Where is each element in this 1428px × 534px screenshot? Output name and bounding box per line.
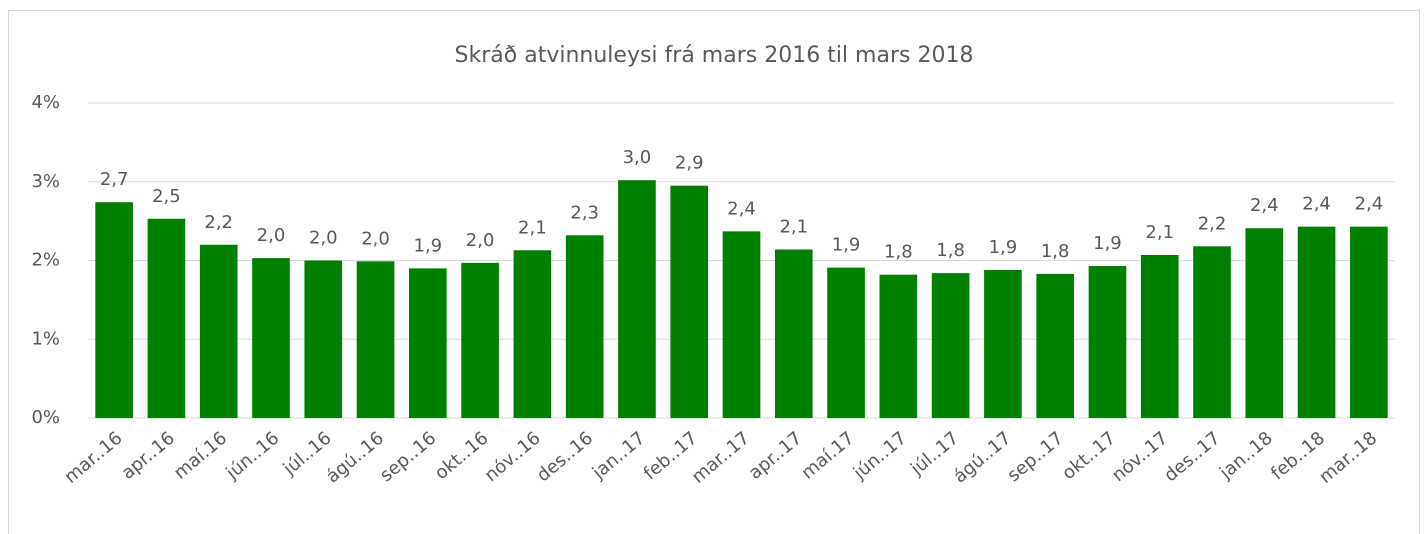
value-label: 2,2 [1198, 213, 1227, 234]
bar [1193, 246, 1231, 418]
bar [147, 218, 186, 418]
value-label: 1,9 [989, 237, 1018, 258]
value-label: 2,9 [675, 153, 704, 174]
value-label: 3,0 [623, 147, 652, 168]
bar [618, 180, 656, 418]
value-label: 2,1 [518, 217, 547, 238]
value-label: 1,9 [1093, 233, 1122, 254]
bar [1140, 254, 1179, 418]
bar [1297, 226, 1336, 418]
bar [565, 235, 604, 418]
bar [356, 261, 395, 418]
value-label: 2,0 [257, 225, 286, 246]
value-label: 2,2 [204, 212, 233, 233]
chart-border [8, 10, 1420, 534]
value-label: 2,4 [1355, 194, 1384, 215]
y-tick-label: 0% [31, 407, 60, 428]
bar [513, 250, 552, 418]
bar [199, 244, 238, 418]
value-label: 2,0 [309, 228, 338, 249]
value-label: 2,1 [1145, 222, 1174, 243]
y-tick-label: 3% [31, 171, 60, 192]
value-label: 2,5 [152, 186, 181, 207]
value-label: 1,9 [413, 235, 442, 256]
bar [1350, 226, 1388, 418]
value-label: 2,0 [361, 228, 390, 249]
value-label: 2,4 [1302, 194, 1331, 215]
bar [408, 268, 447, 418]
value-label: 1,8 [884, 242, 913, 263]
bar [670, 185, 709, 418]
bar [774, 249, 813, 418]
bar [1036, 273, 1075, 418]
bar [252, 258, 290, 418]
bar [1245, 228, 1284, 418]
value-label: 2,1 [779, 216, 808, 237]
y-tick-label: 4% [31, 92, 60, 113]
chart-title: Skráð atvinnuleysi frá mars 2016 til mar… [455, 43, 974, 68]
bar [827, 267, 865, 418]
y-tick-label: 1% [31, 328, 60, 349]
bar [461, 262, 499, 418]
bar [722, 231, 761, 418]
bar [1088, 266, 1127, 418]
value-label: 2,4 [1250, 195, 1279, 216]
y-tick-label: 2% [31, 250, 60, 271]
value-label: 2,3 [570, 202, 599, 223]
value-label: 1,9 [832, 235, 861, 256]
bar [984, 269, 1022, 418]
value-label: 2,4 [727, 198, 756, 219]
bar [95, 202, 133, 418]
bar [879, 274, 918, 418]
value-label: 2,0 [466, 230, 495, 251]
value-label: 1,8 [936, 240, 965, 261]
value-label: 2,7 [100, 169, 129, 190]
value-label: 1,8 [1041, 241, 1070, 262]
bar [304, 260, 343, 418]
bar [931, 273, 970, 418]
